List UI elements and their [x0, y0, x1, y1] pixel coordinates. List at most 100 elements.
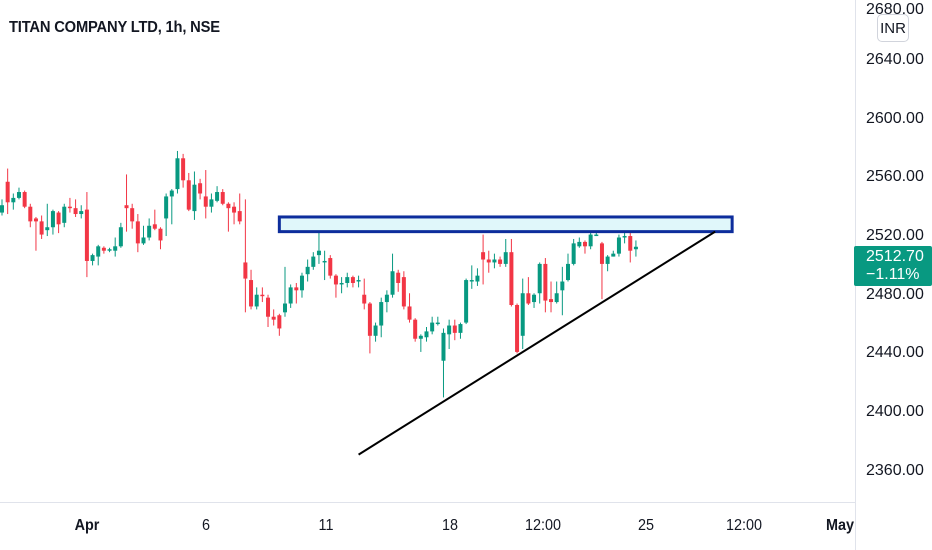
- candle-up: [0, 199, 4, 216]
- candle-body: [515, 304, 520, 352]
- candle-down: [33, 216, 38, 251]
- candle-up: [537, 262, 542, 304]
- last-price-value: 2512.70: [866, 248, 924, 265]
- candle-down: [599, 241, 604, 300]
- candle-body: [39, 221, 44, 235]
- candle-up: [356, 275, 361, 288]
- candle-down: [203, 170, 208, 219]
- candle-body: [554, 293, 559, 303]
- candle-up: [520, 278, 525, 349]
- candle-up: [79, 205, 84, 219]
- candle-down: [5, 168, 10, 215]
- candle-body: [266, 297, 271, 317]
- price-tick-label: 2440.00: [866, 344, 924, 362]
- candle-body: [413, 319, 418, 339]
- candle-down: [481, 234, 486, 285]
- candle-down: [515, 303, 520, 354]
- candle-up: [96, 244, 101, 266]
- price-tick-label: 2360.00: [866, 461, 924, 479]
- candle-body: [209, 199, 214, 207]
- time-tick-label: 6: [201, 517, 211, 534]
- candle-body: [28, 206, 33, 222]
- candle-body: [237, 211, 242, 222]
- candle-body: [79, 211, 84, 215]
- currency-button[interactable]: INR: [877, 14, 909, 42]
- candle-body: [458, 324, 463, 333]
- candle-body: [509, 252, 514, 305]
- time-tick-label: 12:00: [524, 517, 562, 534]
- candle-body: [249, 280, 254, 307]
- candle-down: [56, 211, 61, 234]
- resistance-zone-rectangle[interactable]: [277, 215, 734, 234]
- candle-up: [339, 277, 344, 294]
- candle-body: [45, 227, 50, 231]
- candle-up: [209, 193, 214, 213]
- candle-up: [373, 322, 378, 342]
- candle-down: [362, 278, 367, 310]
- candle-up: [62, 203, 67, 228]
- candle-body: [537, 263, 542, 294]
- candle-up: [492, 253, 497, 269]
- candle-body: [11, 197, 16, 203]
- candle-body: [152, 224, 157, 229]
- ascending-trendline[interactable]: [358, 230, 716, 456]
- candle-body: [322, 260, 327, 263]
- candle-down: [333, 274, 338, 298]
- candle-up: [192, 171, 197, 220]
- candle-down: [328, 255, 333, 279]
- candle-body: [33, 218, 38, 222]
- candle-body: [271, 316, 276, 320]
- candle-down: [186, 172, 191, 212]
- candle-up: [113, 237, 118, 257]
- candle-down: [181, 153, 186, 188]
- candle-body: [367, 303, 372, 336]
- candle-down: [452, 319, 457, 341]
- drawings-layer[interactable]: [277, 215, 734, 456]
- candle-body: [599, 243, 604, 264]
- candle-body: [232, 206, 237, 213]
- candle-down: [28, 203, 33, 228]
- candle-body: [577, 241, 582, 247]
- candle-down: [549, 281, 554, 313]
- candle-up: [305, 259, 310, 282]
- candle-down: [152, 209, 157, 231]
- candle-down: [232, 202, 237, 225]
- candle-body: [113, 246, 118, 251]
- candle-up: [90, 253, 95, 266]
- chart-title: TITAN COMPANY LTD, 1h, NSE: [9, 19, 220, 36]
- candle-up: [141, 225, 146, 245]
- candle-body: [498, 259, 503, 264]
- candle-body: [486, 259, 491, 263]
- candle-body: [588, 234, 593, 247]
- candle-down: [67, 197, 72, 213]
- candle-down: [509, 238, 514, 307]
- candle-body: [520, 293, 525, 336]
- candle-body: [186, 180, 191, 210]
- candle-up: [571, 238, 576, 266]
- candle-body: [350, 277, 355, 283]
- candle-up: [164, 193, 169, 237]
- price-tick-label: 2600.00: [866, 109, 924, 127]
- candle-up: [379, 297, 384, 338]
- candle-down: [407, 293, 412, 323]
- candle-body: [447, 325, 452, 335]
- candle-body: [124, 205, 129, 209]
- candle-body: [90, 255, 95, 261]
- candle-up: [16, 187, 21, 200]
- candle-body: [622, 236, 627, 238]
- candle-up: [616, 234, 621, 257]
- candle-body: [226, 203, 231, 209]
- candle-body: [198, 183, 203, 194]
- price-tick-label: 2680.00: [866, 1, 924, 18]
- candle-body: [16, 192, 21, 198]
- candle-up: [611, 250, 616, 257]
- candle-up: [322, 250, 327, 281]
- candle-body: [73, 208, 78, 215]
- candle-up: [169, 189, 174, 225]
- candle-down: [271, 309, 276, 326]
- candle-body: [616, 237, 621, 254]
- candle-body: [130, 208, 135, 222]
- candle-body: [475, 275, 480, 282]
- candle-up: [503, 238, 508, 267]
